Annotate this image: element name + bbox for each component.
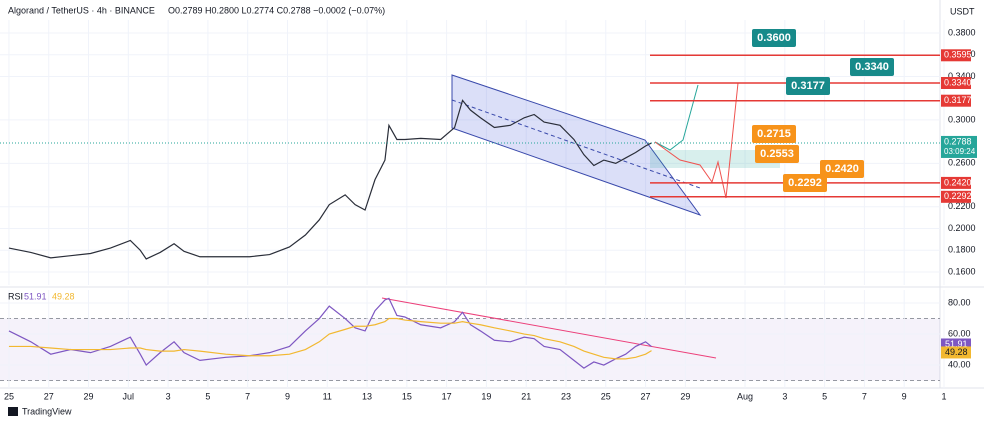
annotation-box bbox=[820, 160, 864, 178]
x-tick-label: 21 bbox=[521, 391, 531, 401]
target-zone bbox=[650, 150, 780, 168]
x-tick-label: Aug bbox=[737, 391, 753, 401]
x-tick-label: 13 bbox=[362, 391, 372, 401]
level-tag-label: 0.3595 bbox=[944, 50, 972, 60]
series-line bbox=[8, 99, 652, 260]
annotation-label: 0.2292 bbox=[788, 177, 822, 189]
y-tick-label: 0.3000 bbox=[948, 114, 976, 124]
x-tick-label: 15 bbox=[402, 391, 412, 401]
channel-mid bbox=[451, 99, 701, 189]
y-tick-label: 60.00 bbox=[948, 328, 971, 338]
x-tick-label: 23 bbox=[561, 391, 571, 401]
level-tag-label: 0.2292 bbox=[944, 191, 972, 201]
x-tick-label: 27 bbox=[641, 391, 651, 401]
annotation-box bbox=[783, 174, 827, 192]
y-tick-label: 0.2200 bbox=[948, 201, 976, 211]
annotation-box bbox=[755, 145, 799, 163]
footer-logo: TradingView bbox=[22, 406, 72, 416]
level-tag bbox=[941, 94, 971, 107]
annotation-box bbox=[850, 58, 894, 76]
y-tick-label: 80.00 bbox=[948, 297, 971, 307]
level-tag-label: 0.3177 bbox=[944, 95, 972, 105]
annotation-box bbox=[752, 125, 796, 143]
rsi-title: RSI bbox=[8, 291, 23, 301]
annotation-box bbox=[786, 77, 830, 95]
level-tag-label: 0.3340 bbox=[944, 77, 972, 87]
x-tick-label: 29 bbox=[680, 391, 690, 401]
ohlc: O0.2789 H0.2800 L0.2774 C0.2788 −0.0002 … bbox=[168, 5, 385, 15]
projection-down bbox=[654, 82, 739, 199]
x-tick-label: 9 bbox=[285, 391, 290, 401]
y-tick-label: 40.00 bbox=[948, 359, 971, 369]
x-tick-label: 5 bbox=[822, 391, 827, 401]
projection-up bbox=[654, 84, 699, 151]
rsi-ma-value: 49.28 bbox=[52, 291, 75, 301]
x-tick-label: 11 bbox=[323, 391, 332, 401]
series-line bbox=[8, 297, 652, 369]
x-tick-label: 9 bbox=[902, 391, 907, 401]
rsi-trendline bbox=[381, 297, 717, 359]
y-tick-label: 0.1600 bbox=[948, 266, 976, 276]
level-tag bbox=[941, 76, 971, 89]
chart-title: Algorand / TetherUS · 4h · BINANCE bbox=[8, 5, 155, 15]
rsi-tag-label: 49.28 bbox=[945, 347, 968, 357]
level-tag bbox=[941, 176, 971, 189]
annotation-label: 0.3340 bbox=[855, 61, 889, 73]
y-tick-label: 0.2600 bbox=[948, 158, 976, 168]
annotation-label: 0.2553 bbox=[760, 148, 794, 160]
x-tick-label: 7 bbox=[862, 391, 867, 401]
logo-icon bbox=[8, 407, 18, 416]
annotation-label: 0.3177 bbox=[791, 80, 825, 92]
x-tick-label: 3 bbox=[782, 391, 787, 401]
level-tag bbox=[941, 49, 971, 62]
x-tick-label: 3 bbox=[166, 391, 171, 401]
annotation-label: 0.2420 bbox=[825, 163, 859, 175]
x-tick-label: 27 bbox=[44, 391, 54, 401]
last-price-label: 0.2788 bbox=[944, 136, 972, 146]
rsi-band bbox=[0, 318, 940, 381]
last-price-tag bbox=[941, 135, 977, 158]
x-tick-label: 1 bbox=[941, 391, 946, 401]
annotation-label: 0.2715 bbox=[757, 128, 791, 140]
currency: USDT bbox=[950, 6, 975, 16]
channel bbox=[451, 74, 702, 217]
rsi-tag bbox=[941, 346, 971, 359]
x-tick-label: Jul bbox=[123, 391, 135, 401]
annotation-label: 0.3600 bbox=[757, 32, 791, 44]
y-tick-label: 0.3800 bbox=[948, 27, 976, 37]
level-tag bbox=[941, 190, 971, 203]
series-line bbox=[8, 317, 652, 360]
y-tick-label: 0.2000 bbox=[948, 223, 976, 233]
x-tick-label: 17 bbox=[442, 391, 452, 401]
x-tick-label: 25 bbox=[4, 391, 14, 401]
rsi-tag-label: 51.91 bbox=[945, 339, 968, 349]
annotation-box bbox=[752, 29, 796, 47]
x-tick-label: 29 bbox=[84, 391, 94, 401]
x-tick-label: 7 bbox=[245, 391, 250, 401]
x-tick-label: 5 bbox=[205, 391, 210, 401]
y-tick-label: 0.3400 bbox=[948, 71, 976, 81]
y-tick-label: 0.1800 bbox=[948, 245, 976, 255]
level-tag-label: 0.2420 bbox=[944, 177, 972, 187]
countdown: 03:09:24 bbox=[944, 147, 976, 156]
rsi-value: 51.91 bbox=[24, 291, 47, 301]
x-tick-label: 19 bbox=[481, 391, 491, 401]
x-tick-label: 25 bbox=[601, 391, 611, 401]
